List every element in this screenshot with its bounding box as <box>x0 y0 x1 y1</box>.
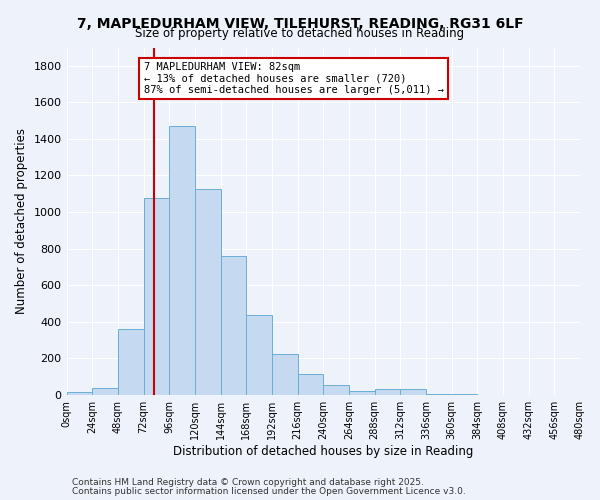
Text: 7 MAPLEDURHAM VIEW: 82sqm
← 13% of detached houses are smaller (720)
87% of semi: 7 MAPLEDURHAM VIEW: 82sqm ← 13% of detac… <box>143 62 443 96</box>
Bar <box>452 394 478 395</box>
Text: Contains HM Land Registry data © Crown copyright and database right 2025.: Contains HM Land Registry data © Crown c… <box>72 478 424 487</box>
Bar <box>349 391 374 395</box>
Bar <box>298 374 323 395</box>
Bar <box>92 388 118 395</box>
Text: Contains public sector information licensed under the Open Government Licence v3: Contains public sector information licen… <box>72 487 466 496</box>
Bar <box>323 385 349 395</box>
Bar <box>195 189 221 395</box>
Bar <box>400 390 426 395</box>
Bar <box>426 394 452 395</box>
Bar <box>118 329 143 395</box>
Bar <box>374 390 400 395</box>
Bar <box>221 256 246 395</box>
X-axis label: Distribution of detached houses by size in Reading: Distribution of detached houses by size … <box>173 444 473 458</box>
Bar <box>169 126 195 395</box>
Bar <box>246 316 272 395</box>
Text: Size of property relative to detached houses in Reading: Size of property relative to detached ho… <box>136 28 464 40</box>
Bar <box>143 198 169 395</box>
Bar <box>272 354 298 395</box>
Bar <box>67 392 92 395</box>
Y-axis label: Number of detached properties: Number of detached properties <box>15 128 28 314</box>
Text: 7, MAPLEDURHAM VIEW, TILEHURST, READING, RG31 6LF: 7, MAPLEDURHAM VIEW, TILEHURST, READING,… <box>77 18 523 32</box>
